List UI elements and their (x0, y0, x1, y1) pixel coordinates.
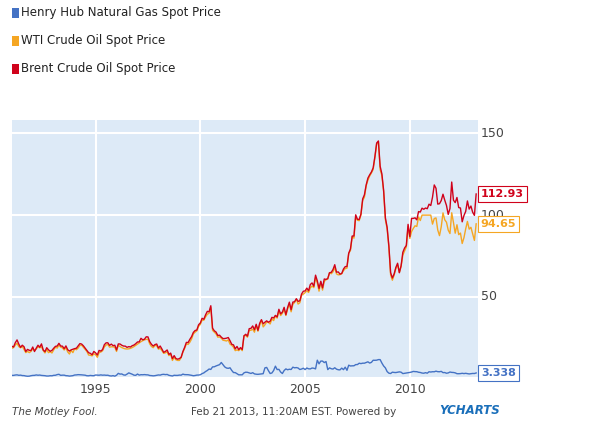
Text: 150: 150 (481, 127, 504, 140)
Text: Henry Hub Natural Gas Spot Price: Henry Hub Natural Gas Spot Price (21, 6, 221, 19)
Text: 112.93: 112.93 (481, 189, 524, 199)
Text: 100: 100 (481, 209, 504, 221)
Text: Feb 21 2013, 11:20AM EST. Powered by: Feb 21 2013, 11:20AM EST. Powered by (191, 407, 399, 417)
Text: WTI Crude Oil Spot Price: WTI Crude Oil Spot Price (21, 34, 165, 47)
Text: 50: 50 (481, 290, 497, 303)
Text: YCHARTS: YCHARTS (440, 404, 500, 417)
Text: 0: 0 (481, 372, 489, 385)
Text: Brent Crude Oil Spot Price: Brent Crude Oil Spot Price (21, 62, 175, 75)
Text: The Motley Fool.: The Motley Fool. (12, 407, 97, 417)
Text: 3.338: 3.338 (481, 368, 516, 378)
Text: 94.65: 94.65 (481, 219, 516, 229)
